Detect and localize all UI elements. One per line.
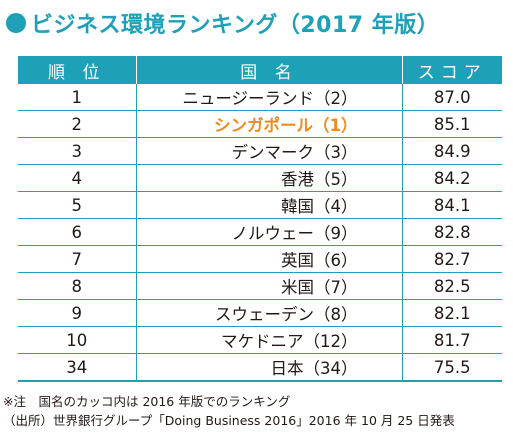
rank-cell: 34 <box>18 353 136 382</box>
rank-cell: 2 <box>18 110 136 138</box>
footnotes: ※注 国名のカッコ内は 2016 年版でのランキング （出所）世界銀行グループ「… <box>3 392 455 430</box>
country-cell: スウェーデン（8） <box>135 299 402 327</box>
score-cell: 82.5 <box>401 272 502 300</box>
rank-cell: 10 <box>18 326 136 354</box>
rank-cell: 1 <box>18 84 136 111</box>
bullet-circle-icon <box>6 13 26 33</box>
rank-cell: 7 <box>18 245 136 273</box>
score-cell: 85.1 <box>401 110 502 138</box>
score-cell: 84.2 <box>401 164 502 192</box>
footnote-note: ※注 国名のカッコ内は 2016 年版でのランキング <box>3 394 291 409</box>
country-cell: 韓国（4） <box>135 191 402 219</box>
rank-cell: 5 <box>18 191 136 219</box>
score-cell: 81.7 <box>401 326 502 354</box>
page-title-block: ビジネス環境ランキング（2017 年版） <box>6 6 439 40</box>
country-cell: 英国（6） <box>135 245 402 273</box>
country-cell: ノルウェー（9） <box>135 218 402 246</box>
rank-cell: 4 <box>18 164 136 192</box>
header-country: 国 名 <box>135 56 402 84</box>
table-row: 8 米国（7） 82.5 <box>18 272 502 300</box>
table-row: 7 英国（6） 82.7 <box>18 245 502 273</box>
country-cell: 香港（5） <box>135 164 402 192</box>
table-row: 3 デンマーク（3） 84.9 <box>18 137 502 165</box>
score-cell: 82.7 <box>401 245 502 273</box>
ranking-table: 順 位 国 名 スコア 1 ニュージーランド（2） 87.0 2 シンガポール（… <box>18 56 502 382</box>
score-cell: 84.1 <box>401 191 502 219</box>
table-row: 5 韓国（4） 84.1 <box>18 191 502 219</box>
table-row: 1 ニュージーランド（2） 87.0 <box>18 84 502 111</box>
score-cell: 75.5 <box>401 353 502 382</box>
rank-cell: 8 <box>18 272 136 300</box>
country-cell: マケドニア（12） <box>135 326 402 354</box>
score-cell: 82.1 <box>401 299 502 327</box>
table-header-row: 順 位 国 名 スコア <box>18 56 502 84</box>
page-title: ビジネス環境ランキング（2017 年版） <box>31 13 440 38</box>
country-cell: シンガポール（1） <box>135 110 402 138</box>
table-row: 10 マケドニア（12） 81.7 <box>18 326 502 354</box>
table-row-highlighted: 2 シンガポール（1） 85.1 <box>18 110 502 138</box>
header-rank: 順 位 <box>18 56 136 84</box>
country-cell: 米国（7） <box>135 272 402 300</box>
table-row: 34 日本（34） 75.5 <box>18 353 502 382</box>
rank-cell: 6 <box>18 218 136 246</box>
table-row: 6 ノルウェー（9） 82.8 <box>18 218 502 246</box>
table-row: 4 香港（5） 84.2 <box>18 164 502 192</box>
country-cell: 日本（34） <box>135 353 402 382</box>
country-cell: デンマーク（3） <box>135 137 402 165</box>
rank-cell: 9 <box>18 299 136 327</box>
country-cell: ニュージーランド（2） <box>135 84 402 111</box>
rank-cell: 3 <box>18 137 136 165</box>
score-cell: 87.0 <box>401 84 502 111</box>
table-row: 9 スウェーデン（8） 82.1 <box>18 299 502 327</box>
score-cell: 82.8 <box>401 218 502 246</box>
footnote-source: （出所）世界銀行グループ「Doing Business 2016」2016 年 … <box>3 413 455 428</box>
header-score: スコア <box>401 56 502 84</box>
score-cell: 84.9 <box>401 137 502 165</box>
